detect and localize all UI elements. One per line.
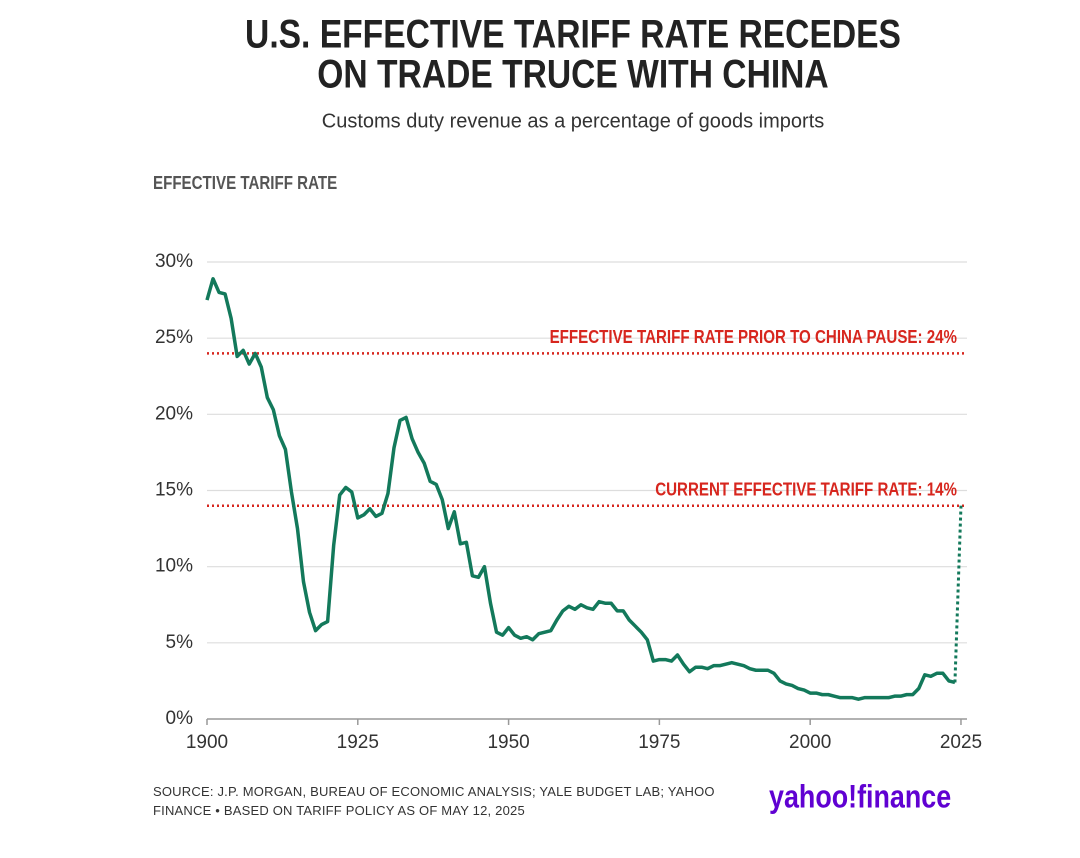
source: SOURCE: J.P. MORGAN, BUREAU OF ECONOMIC … — [153, 784, 715, 818]
x-tick-label: 2025 — [940, 732, 982, 753]
reference-label: EFFECTIVE TARIFF RATE PRIOR TO CHINA PAU… — [550, 327, 957, 347]
y-tick-label: 5% — [166, 632, 194, 653]
reference-label: CURRENT EFFECTIVE TARIFF RATE: 14% — [655, 479, 957, 499]
x-tick-label: 1900 — [186, 732, 228, 753]
chart-title: U.S. EFFECTIVE TARIFF RATE RECEDES — [245, 13, 901, 57]
logo: yahoo!finance — [769, 778, 951, 814]
x-tick-label: 1950 — [487, 732, 529, 753]
projection-line — [953, 505, 963, 683]
data-line — [205, 277, 956, 701]
y-axis-label: EFFECTIVE TARIFF RATE — [153, 173, 337, 193]
y-tick-label: 30% — [155, 251, 193, 272]
x-tick-label: 1975 — [638, 732, 680, 753]
chart-title: ON TRADE TRUCE WITH CHINA — [317, 53, 828, 97]
chart-subtitle: Customs duty revenue as a percentage of … — [322, 110, 825, 132]
source-box: SOURCE: J.P. MORGAN, BUREAU OF ECONOMIC … — [153, 784, 715, 818]
x-tick-label: 1925 — [337, 732, 379, 753]
x-tick-label: 2000 — [789, 732, 831, 753]
y-tick-label: 10% — [155, 556, 193, 577]
y-tick-label: 20% — [155, 403, 193, 424]
y-tick-label: 25% — [155, 327, 193, 348]
y-tick-label: 15% — [155, 480, 193, 501]
y-tick-label: 0% — [166, 708, 194, 729]
